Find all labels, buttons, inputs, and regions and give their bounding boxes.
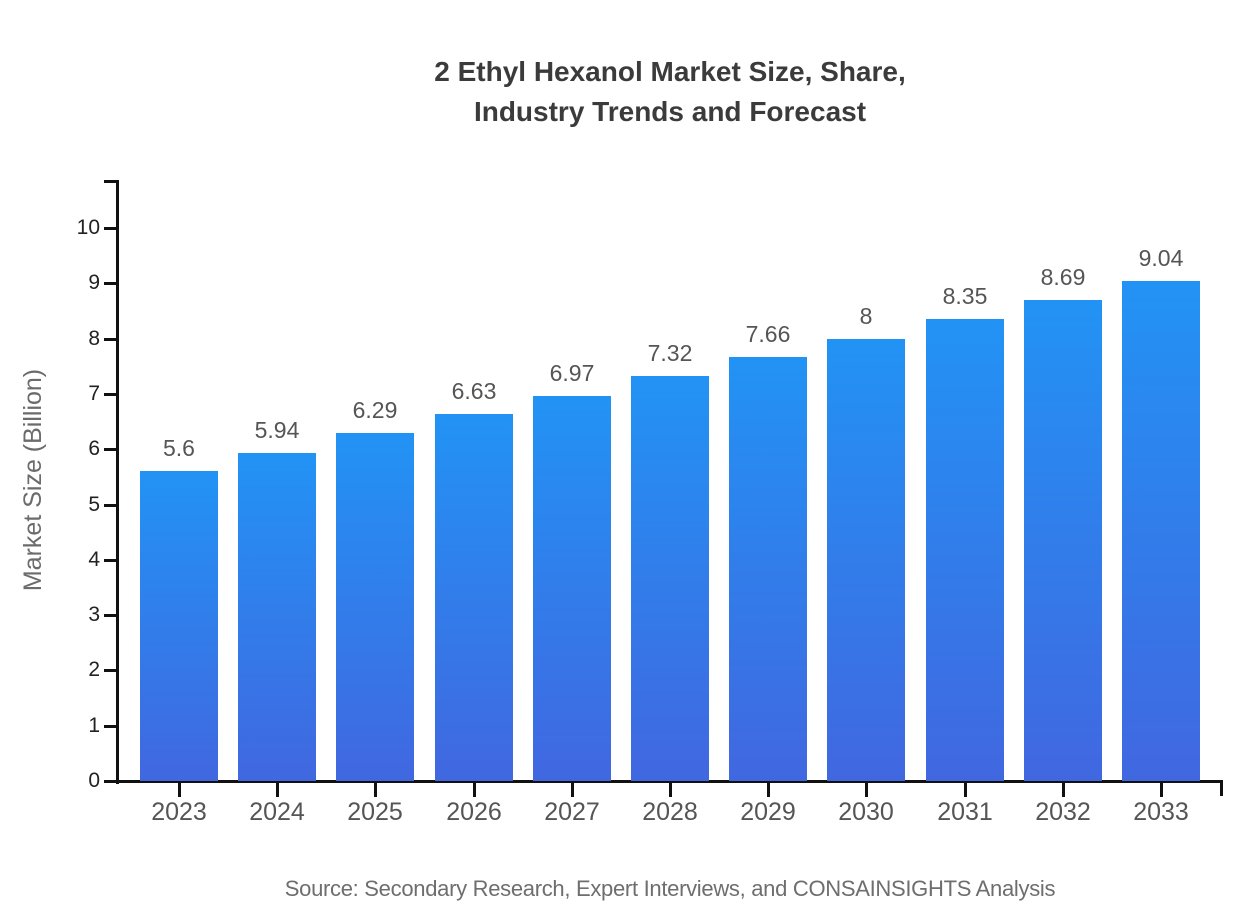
y-tick-label: 6 bbox=[88, 437, 100, 460]
x-tick-mark bbox=[276, 783, 279, 797]
source-note: Source: Secondary Research, Expert Inter… bbox=[284, 876, 1056, 901]
x-tick-label: 2027 bbox=[544, 798, 600, 826]
bar-value-label: 9.04 bbox=[1138, 245, 1184, 271]
y-tick-mark bbox=[104, 780, 116, 783]
y-axis-top-cap bbox=[104, 180, 116, 183]
y-tick-mark bbox=[104, 282, 116, 285]
x-tick-mark bbox=[669, 783, 672, 797]
x-tick-mark bbox=[374, 783, 377, 797]
x-tick-mark bbox=[767, 783, 770, 797]
chart-title-line2: Industry Trends and Forecast bbox=[473, 96, 867, 127]
bar-value-label: 7.32 bbox=[647, 340, 693, 366]
y-tick-label: 5 bbox=[88, 493, 100, 516]
y-tick-label: 8 bbox=[88, 327, 100, 350]
x-tick-mark bbox=[964, 783, 967, 797]
bar bbox=[435, 414, 513, 781]
y-tick-mark bbox=[104, 448, 116, 451]
x-tick-label: 2029 bbox=[740, 798, 796, 826]
bar-value-label: 6.29 bbox=[352, 397, 398, 423]
y-tick-label: 2 bbox=[88, 658, 100, 681]
y-axis-line bbox=[116, 180, 119, 784]
x-tick-label: 2033 bbox=[1133, 798, 1189, 826]
x-tick-mark bbox=[571, 783, 574, 797]
x-tick-label: 2031 bbox=[937, 798, 993, 826]
x-tick-mark bbox=[473, 783, 476, 797]
y-tick-label: 3 bbox=[88, 603, 100, 626]
y-tick-label: 7 bbox=[88, 382, 100, 405]
x-tick-label: 2026 bbox=[446, 798, 502, 826]
bar bbox=[533, 396, 611, 781]
bar-value-label: 6.63 bbox=[451, 378, 497, 404]
bar-value-label: 8.35 bbox=[942, 283, 988, 309]
y-tick-mark bbox=[104, 614, 116, 617]
y-tick-label: 9 bbox=[88, 271, 100, 294]
x-tick-label: 2028 bbox=[642, 798, 698, 826]
x-tick-mark bbox=[178, 783, 181, 797]
x-tick-mark bbox=[1062, 783, 1065, 797]
x-tick-label: 2023 bbox=[151, 798, 207, 826]
x-tick-mark bbox=[865, 783, 868, 797]
y-tick-label: 0 bbox=[88, 769, 100, 792]
bar bbox=[140, 471, 218, 781]
bar bbox=[631, 376, 709, 781]
y-tick-mark bbox=[104, 669, 116, 672]
y-tick-label: 1 bbox=[88, 714, 100, 737]
bar bbox=[336, 433, 414, 781]
chart-title-line1: 2 Ethyl Hexanol Market Size, Share, bbox=[434, 56, 906, 87]
x-tick-mark bbox=[1160, 783, 1163, 797]
y-tick-label: 4 bbox=[88, 548, 100, 571]
x-tick-label: 2030 bbox=[838, 798, 894, 826]
bar bbox=[926, 319, 1004, 781]
bar-value-label: 8.69 bbox=[1040, 264, 1086, 290]
x-tick-label: 2025 bbox=[347, 798, 403, 826]
x-tick-label: 2024 bbox=[249, 798, 305, 826]
y-tick-mark bbox=[104, 559, 116, 562]
x-tick-label: 2032 bbox=[1035, 798, 1091, 826]
bar bbox=[238, 453, 316, 781]
y-tick-mark bbox=[104, 393, 116, 396]
bar bbox=[1024, 300, 1102, 781]
bar-value-label: 5.94 bbox=[254, 417, 300, 443]
bar bbox=[1122, 281, 1200, 781]
bar-value-label: 8 bbox=[859, 303, 873, 329]
x-axis-end-cap bbox=[1220, 783, 1223, 796]
y-tick-mark bbox=[104, 725, 116, 728]
x-axis-line bbox=[116, 780, 1223, 783]
bar-value-label: 7.66 bbox=[745, 321, 791, 347]
chart-title: 2 Ethyl Hexanol Market Size, Share, Indu… bbox=[80, 52, 1260, 132]
bar-value-label: 6.97 bbox=[549, 360, 595, 386]
bar bbox=[729, 357, 807, 781]
y-tick-mark bbox=[104, 338, 116, 341]
y-tick-label: 10 bbox=[76, 216, 100, 239]
bar-value-label: 5.6 bbox=[163, 435, 195, 461]
bar bbox=[827, 339, 905, 781]
y-tick-mark bbox=[104, 504, 116, 507]
y-tick-mark bbox=[104, 227, 116, 230]
